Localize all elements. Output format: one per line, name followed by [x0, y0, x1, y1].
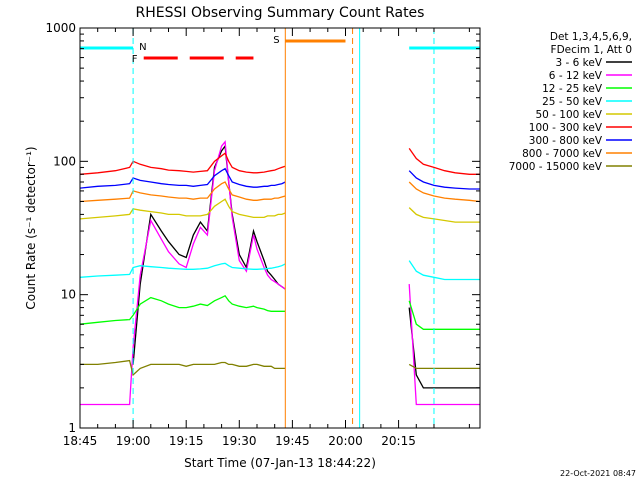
- chart-title: RHESSI Observing Summary Count Rates: [136, 5, 425, 21]
- x-axis-label: Start Time (07-Jan-13 18:44:22): [184, 456, 376, 470]
- legend: Det 1,3,4,5,6,9,FDecim 1, Att 03 - 6 keV…: [509, 31, 632, 173]
- y-tick-label: 100: [53, 154, 76, 168]
- x-tick-label: 19:15: [169, 434, 204, 448]
- series-group: [80, 28, 480, 428]
- legend-label: 7000 - 15000 keV: [509, 161, 603, 173]
- x-tick-label: 18:45: [63, 434, 98, 448]
- plot-frame: [79, 27, 481, 429]
- series-line-300-800-kev-segment1: [80, 167, 286, 189]
- series-line-12-25-kev-segment1: [80, 294, 286, 325]
- series-line-100-300-kev-segment1: [80, 152, 286, 175]
- legend-label: 800 - 7000 keV: [522, 148, 603, 160]
- series-line-800-7000-kev-segment2: [408, 181, 480, 203]
- series-line-12-25-kev-segment2: [408, 300, 480, 330]
- saa-bar-label: S: [273, 35, 279, 46]
- legend-label: 3 - 6 keV: [555, 57, 602, 69]
- flare-bar-label: F: [132, 54, 138, 65]
- legend-label: 300 - 800 keV: [529, 135, 603, 147]
- legend-header-line: Det 1,3,4,5,6,9,: [550, 31, 632, 43]
- series-line-7000-15000-kev-segment2: [408, 363, 480, 370]
- series-line-7000-15000-kev-segment1: [80, 359, 286, 377]
- series-line-25-50-kev-segment2: [408, 260, 480, 281]
- y-tick-label: 10: [61, 288, 76, 302]
- x-tick-label: 19:30: [222, 434, 257, 448]
- axes: 18:45 19:00 19:15 19:30 19:45 20:00 20:15 1 10 10…: [45, 21, 480, 448]
- night-bar-label: N: [139, 42, 146, 53]
- x-tick-label: 20:00: [328, 434, 363, 448]
- plot-area: NF S: [80, 28, 480, 428]
- y-tick-label: 1: [68, 421, 76, 435]
- x-tick-label: 19:45: [275, 434, 310, 448]
- x-tick-label: 19:00: [116, 434, 151, 448]
- series-line-3-6-kev-segment2: [408, 307, 480, 389]
- legend-label: 50 - 100 keV: [535, 109, 602, 121]
- series-line-100-300-kev-segment2: [408, 148, 480, 175]
- series-line-50-100-kev-segment2: [408, 207, 480, 223]
- x-tick-label: 20:15: [381, 434, 416, 448]
- legend-label: 6 - 12 keV: [549, 70, 603, 82]
- legend-label: 100 - 300 keV: [529, 122, 603, 134]
- series-line-6-12-kev-segment2: [408, 284, 480, 406]
- y-tick-label: 1000: [45, 21, 76, 35]
- y-axis-label: Count Rate (s⁻¹ detector⁻¹): [24, 146, 38, 309]
- legend-label: 12 - 25 keV: [542, 83, 603, 95]
- footer-timestamp: 22-Oct-2021 08:47: [560, 469, 636, 478]
- legend-label: 25 - 50 keV: [542, 96, 603, 108]
- series-line-50-100-kev-segment1: [80, 198, 286, 220]
- series-line-800-7000-kev-segment1: [80, 181, 286, 203]
- series-line-25-50-kev-segment1: [80, 262, 286, 278]
- legend-header-line: FDecim 1, Att 0: [551, 44, 632, 56]
- series-line-300-800-kev-segment2: [408, 170, 480, 190]
